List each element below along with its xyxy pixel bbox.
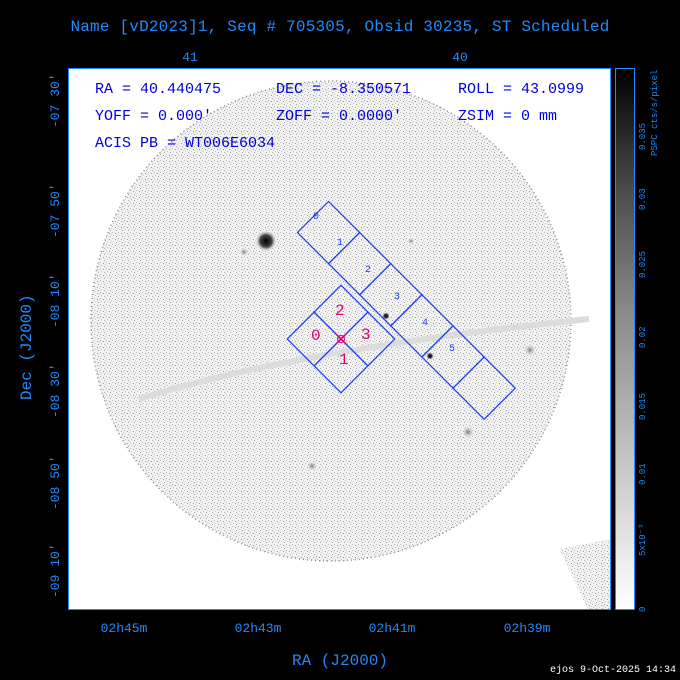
image-edge-artifact bbox=[559, 539, 610, 609]
bottom-tick-label: 02h45m bbox=[100, 621, 148, 636]
colorbar-tick-label: 5x10⁻³ bbox=[638, 523, 648, 556]
bottom-tick-label: 02h43m bbox=[234, 621, 282, 636]
dec-tick-label: -07 50' bbox=[48, 183, 63, 238]
zsim-readout: ZSIM = 0 mm bbox=[458, 108, 558, 125]
x-axis-title: RA (J2000) bbox=[291, 652, 388, 670]
top-tick-label: 41 bbox=[182, 50, 198, 65]
top-tick-label: 40 bbox=[452, 50, 468, 65]
footer-timestamp: ejos 9-Oct-2025 14:34 bbox=[549, 665, 676, 676]
xray-source bbox=[407, 237, 415, 245]
plot-title: Name [vD2023]1, Seq # 705305, Obsid 3023… bbox=[70, 18, 610, 36]
xray-source bbox=[426, 352, 434, 360]
acis-i-chip-label: 0 bbox=[311, 327, 321, 345]
aimpoint-marker bbox=[335, 333, 347, 345]
colorbar-tick-label: 0.015 bbox=[638, 392, 648, 420]
dec-tick-label: -08 10' bbox=[48, 273, 63, 328]
xray-source bbox=[255, 230, 277, 252]
acis-s-chip-label: 1 bbox=[337, 238, 343, 249]
colorbar-unit-label: PSPC cts/s/pixel bbox=[650, 69, 660, 156]
acis-i-chip-label: 3 bbox=[361, 326, 371, 344]
bottom-tick-label: 02h39m bbox=[503, 621, 551, 636]
acis-s-chip-label: 5 bbox=[449, 344, 455, 355]
roll-readout: ROLL = 43.0999 bbox=[458, 81, 585, 98]
intensity-colorbar bbox=[615, 68, 635, 610]
aimpoint-circle bbox=[337, 335, 345, 343]
dec-tick-label: -08 50' bbox=[48, 455, 63, 510]
sky-image-svg: 0 1 2 3 4 5 2 0 3 1 bbox=[90, 80, 610, 609]
xray-source bbox=[382, 312, 390, 320]
acis-readout: ACIS PB = WT006E6034 bbox=[95, 135, 276, 152]
colorbar-tick-label: 0.02 bbox=[638, 326, 648, 348]
acis-s-chip-label: 2 bbox=[365, 265, 371, 276]
dec-tick-label: -08 30' bbox=[48, 363, 63, 418]
xray-source bbox=[523, 343, 537, 357]
acis-chip bbox=[313, 338, 369, 394]
pspc-field-of-view bbox=[91, 81, 571, 561]
colorbar-tick-label: 0.025 bbox=[638, 250, 648, 278]
acis-chip bbox=[452, 356, 517, 421]
colorbar-tick-label: 0 bbox=[638, 606, 648, 612]
colorbar-tick-label: 0.01 bbox=[638, 463, 648, 485]
xray-source bbox=[461, 425, 475, 439]
colorbar-tick-label: 0.03 bbox=[638, 188, 648, 210]
dec-tick-label: -09 10' bbox=[48, 543, 63, 598]
acis-s-chip-label: 4 bbox=[422, 318, 428, 329]
acis-s-chip-array bbox=[296, 200, 517, 421]
sky-image-plot[interactable]: 0 1 2 3 4 5 2 0 3 1 RA = 40.440475 DEC =… bbox=[68, 68, 611, 610]
zoff-readout: ZOFF = 0.0000' bbox=[276, 108, 403, 125]
detector-rib bbox=[138, 316, 590, 402]
acis-s-chip-label: 3 bbox=[394, 292, 400, 303]
colorbar-tick-label: 0.035 bbox=[638, 122, 648, 150]
acis-i-chip-label: 1 bbox=[339, 351, 349, 369]
acis-i-chip-array bbox=[286, 284, 396, 394]
dec-readout: DEC = -8.350571 bbox=[276, 81, 412, 98]
xray-source bbox=[239, 247, 249, 257]
ra-readout: RA = 40.440475 bbox=[95, 81, 222, 98]
acis-s-chip-label: 0 bbox=[313, 212, 319, 223]
yoff-readout: YOFF = 0.000' bbox=[95, 108, 213, 125]
dec-tick-label: -07 30' bbox=[48, 73, 63, 128]
bottom-tick-label: 02h41m bbox=[368, 621, 416, 636]
y-axis-title: Dec (J2000) bbox=[18, 294, 36, 400]
xray-source bbox=[306, 460, 318, 472]
acis-i-chip-label: 2 bbox=[335, 302, 345, 320]
